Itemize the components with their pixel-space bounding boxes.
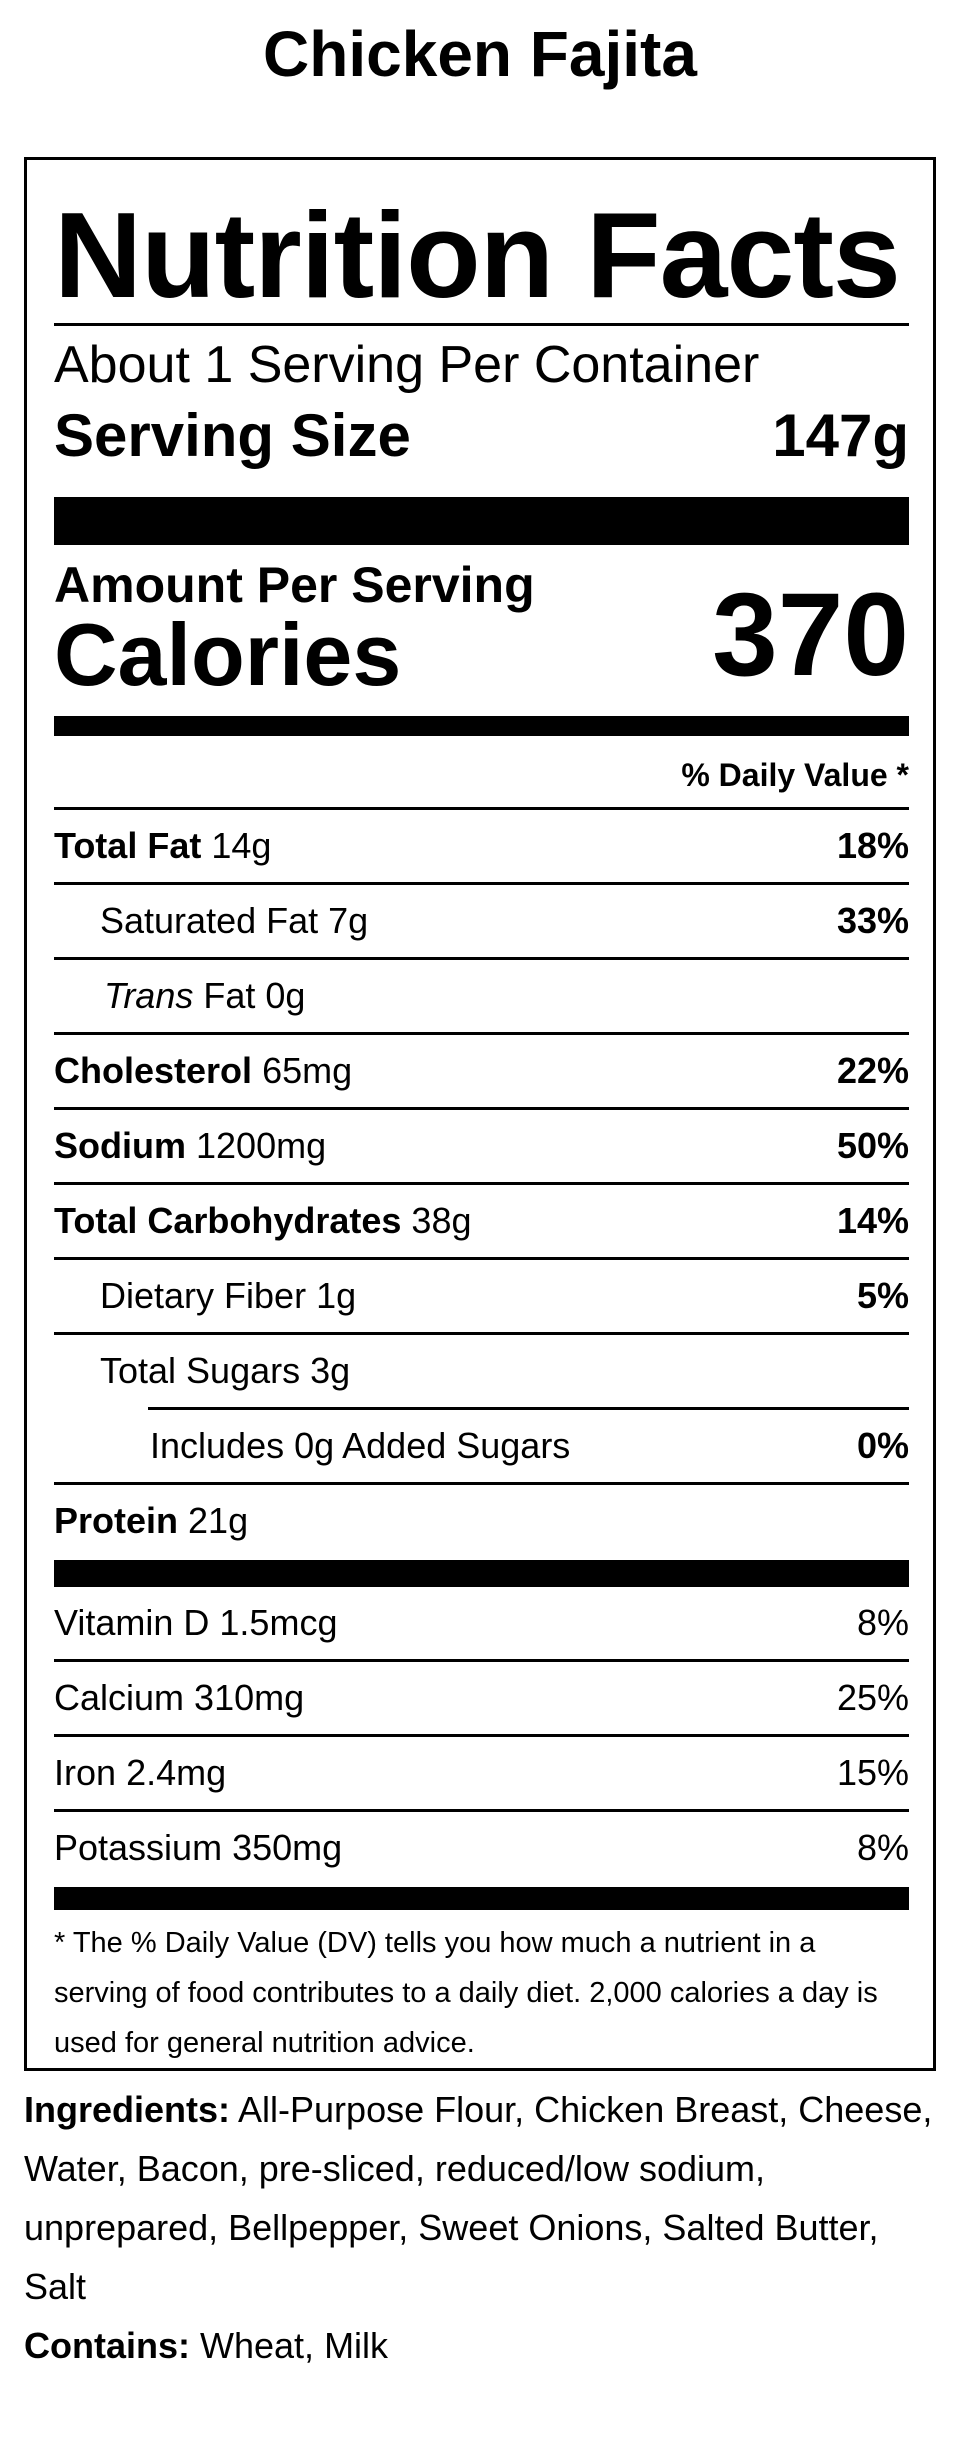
nutrient-name: Protein xyxy=(54,1500,179,1541)
nutrient-row-dietary-fiber: Dietary Fiber 1g 5% xyxy=(54,1260,909,1332)
serving-size-value: 147g xyxy=(772,402,909,469)
nutrient-amount: 65mg xyxy=(262,1050,353,1091)
nutrition-facts-label: Nutrition Facts About 1 Serving Per Cont… xyxy=(24,157,936,2071)
ingredients-text: All-Purpose Flour, Chicken Breast, Chees… xyxy=(24,2089,933,2307)
amount-per-serving: Amount Per Serving xyxy=(54,557,535,613)
divider-thin xyxy=(54,323,909,326)
nutrient-row-cholesterol: Cholesterol 65mg 22% xyxy=(54,1035,909,1107)
contains-text: Wheat, Milk xyxy=(200,2325,389,2366)
daily-value-footnote: * The % Daily Value (DV) tells you how m… xyxy=(54,1927,878,2059)
nutrient-name: Trans xyxy=(104,975,194,1016)
nutrient-amount: 21g xyxy=(188,1500,249,1541)
divider-thin xyxy=(54,1182,909,1185)
nutrient-dv: 18% xyxy=(836,825,909,866)
nutrient-amount: 1g xyxy=(316,1275,357,1316)
nutrient-name: Cholesterol xyxy=(54,1050,253,1091)
nutrient-row-total-sugars: Total Sugars 3g xyxy=(54,1335,909,1407)
nutrient-dv: 50% xyxy=(836,1125,909,1166)
vitamin-name: Iron xyxy=(54,1752,117,1793)
divider-thin xyxy=(54,1107,909,1110)
vitamin-name: Vitamin D xyxy=(54,1602,210,1643)
vitamin-row-iron: Iron 2.4mg 15% xyxy=(54,1737,909,1809)
vitamin-amount: 350mg xyxy=(232,1827,343,1868)
divider-thin xyxy=(54,1734,909,1737)
nutrient-row-trans-fat: Trans Fat 0g xyxy=(54,960,909,1032)
divider-thick xyxy=(54,1560,909,1587)
divider-thin xyxy=(54,1809,909,1812)
nutrient-row-sodium: Sodium 1200mg 50% xyxy=(54,1110,909,1182)
nutrient-name: Total Carbohydrates xyxy=(54,1200,402,1241)
vitamin-dv: 15% xyxy=(836,1752,909,1793)
nutrient-dv: 22% xyxy=(836,1050,909,1091)
nutrient-name: Total Fat xyxy=(54,825,202,866)
divider-thin xyxy=(54,1257,909,1260)
divider-thin xyxy=(54,882,909,885)
ingredients-label: Ingredients: xyxy=(24,2089,231,2130)
nutrient-name: Saturated Fat xyxy=(100,900,319,941)
daily-value-header: % Daily Value * xyxy=(681,757,909,793)
nutrient-dv: 33% xyxy=(836,900,909,941)
vitamin-row-calcium: Calcium 310mg 25% xyxy=(54,1662,909,1734)
divider-thin xyxy=(54,1032,909,1035)
vitamin-amount: 310mg xyxy=(194,1677,305,1718)
calories-label: Calories xyxy=(54,605,402,704)
ingredients-statement: Ingredients: All-Purpose Flour, Chicken … xyxy=(24,2080,934,2316)
vitamin-row-vitamin-d: Vitamin D 1.5mcg 8% xyxy=(54,1587,909,1659)
divider-thin-indented xyxy=(148,1407,909,1410)
nutrient-row-total-carbohydrates: Total Carbohydrates 38g 14% xyxy=(54,1185,909,1257)
nutrient-amount: 3g xyxy=(310,1350,351,1391)
vitamin-row-potassium: Potassium 350mg 8% xyxy=(54,1812,909,1884)
vitamin-name: Calcium xyxy=(54,1677,185,1718)
divider-thin xyxy=(54,957,909,960)
nutrient-row-total-fat: Total Fat 14g 18% xyxy=(54,810,909,882)
nutrient-name: Sodium xyxy=(54,1125,186,1166)
divider-thin xyxy=(54,1659,909,1662)
divider-thin xyxy=(54,1332,909,1335)
nutrient-amount: 7g xyxy=(328,900,369,941)
nutrient-name: Dietary Fiber xyxy=(100,1275,307,1316)
nutrition-facts-heading: Nutrition Facts xyxy=(54,187,901,323)
nutrient-dv: 5% xyxy=(856,1275,909,1316)
nutrient-name: Total Sugars xyxy=(100,1350,301,1391)
nutrient-row-protein: Protein 21g xyxy=(54,1485,909,1557)
divider-thin xyxy=(54,1482,909,1485)
servings-per-container: About 1 Serving Per Container xyxy=(54,336,760,394)
vitamin-amount: 1.5mcg xyxy=(219,1602,338,1643)
serving-size-label: Serving Size xyxy=(54,402,411,469)
vitamin-name: Potassium xyxy=(54,1827,223,1868)
nutrient-row-added-sugars: Includes 0g Added Sugars 0% xyxy=(54,1410,909,1482)
nutrient-dv: 14% xyxy=(836,1200,909,1241)
nutrient-amount: 14g xyxy=(211,825,272,866)
divider-medium xyxy=(54,716,909,736)
calories-value: 370 xyxy=(712,569,909,701)
nutrient-amount: 1200mg xyxy=(196,1125,327,1166)
nutrient-amount: 38g xyxy=(411,1200,472,1241)
divider-medium xyxy=(54,1887,909,1910)
nutrient-name-suffix: Fat xyxy=(203,975,256,1016)
divider-thick xyxy=(54,497,909,545)
divider-thin xyxy=(54,807,909,810)
vitamin-dv: 8% xyxy=(856,1827,909,1868)
vitamin-dv: 8% xyxy=(856,1602,909,1643)
allergen-statement: Contains: Wheat, Milk xyxy=(24,2316,934,2375)
nutrient-dv: 0% xyxy=(856,1425,909,1466)
vitamin-amount: 2.4mg xyxy=(126,1752,227,1793)
nutrient-name: Includes 0g Added Sugars xyxy=(150,1425,571,1466)
nutrient-row-saturated-fat: Saturated Fat 7g 33% xyxy=(54,885,909,957)
vitamin-dv: 25% xyxy=(836,1677,909,1718)
nutrient-amount: 0g xyxy=(265,975,306,1016)
product-title: Chicken Fajita xyxy=(263,18,697,90)
contains-label: Contains: xyxy=(24,2325,190,2366)
serving-size-row: Serving Size 147g xyxy=(54,401,909,471)
